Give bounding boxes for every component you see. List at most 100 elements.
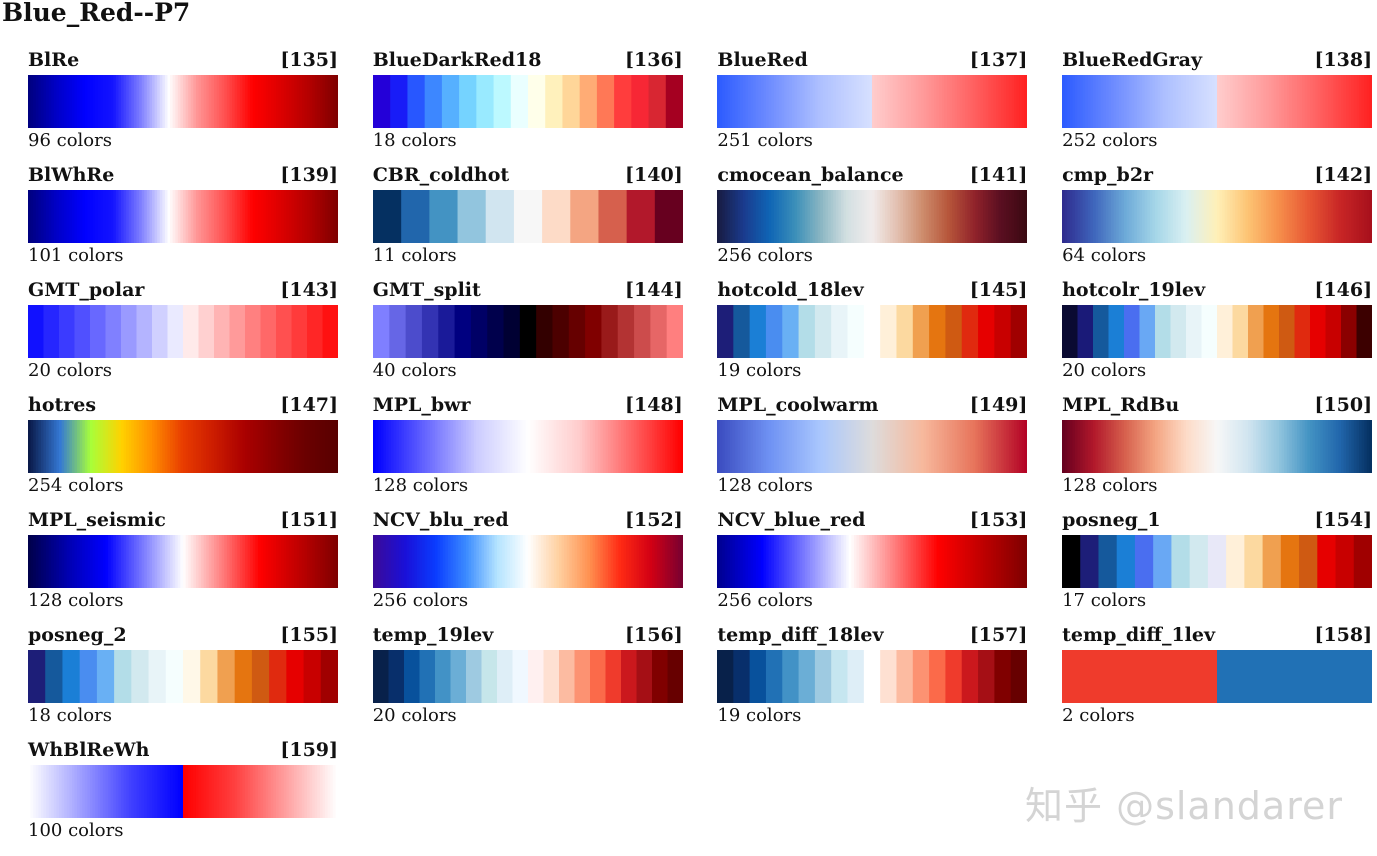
color-swatch (1062, 420, 1066, 473)
color-swatch (514, 420, 518, 473)
color-swatch (195, 75, 200, 128)
color-swatch (1004, 190, 1008, 243)
colormap-bar (372, 650, 683, 703)
colormap-bar (28, 765, 338, 818)
color-swatch (732, 420, 737, 473)
color-swatch (1317, 420, 1322, 473)
color-swatch (1009, 190, 1013, 243)
color-swatch (756, 190, 760, 243)
color-swatch (208, 535, 213, 588)
color-swatch (1335, 420, 1340, 473)
color-swatch (288, 420, 293, 473)
color-swatch (1178, 420, 1182, 473)
color-swatch (929, 420, 933, 473)
color-swatch (242, 75, 246, 128)
color-swatch (743, 75, 747, 128)
color-swatch (1224, 420, 1229, 473)
color-swatch (648, 75, 667, 128)
color-swatch (247, 535, 251, 588)
color-swatch (665, 75, 683, 128)
color-swatch (1261, 75, 1265, 128)
color-swatch (571, 535, 575, 588)
color-swatch (97, 75, 101, 128)
color-swatch (1312, 420, 1316, 473)
color-swatch (1230, 190, 1234, 243)
colormap-card: MPL_seismic [151] 128 colors (28, 506, 338, 616)
color-swatch (1253, 190, 1257, 243)
color-swatch (1261, 190, 1265, 243)
colormap-card: hotres [147] 254 colors (28, 391, 338, 501)
color-swatch (421, 420, 425, 473)
color-swatch (144, 190, 148, 243)
color-swatch (69, 420, 73, 473)
color-swatch (732, 190, 737, 243)
color-swatch (281, 190, 285, 243)
color-swatch (100, 420, 104, 473)
color-swatch (1299, 535, 1318, 588)
color-swatch (1219, 420, 1223, 473)
color-swatch (867, 535, 871, 588)
color-swatch (592, 420, 596, 473)
color-swatch (1245, 190, 1249, 243)
color-swatch (1255, 190, 1260, 243)
color-swatch (245, 535, 249, 588)
color-swatch (33, 765, 37, 818)
color-swatch (939, 75, 943, 128)
color-swatch (64, 420, 68, 473)
color-swatch (398, 535, 402, 588)
color-swatch (1356, 190, 1360, 243)
color-swatch (121, 75, 125, 128)
color-swatch (926, 190, 930, 243)
color-swatch (921, 420, 925, 473)
color-swatch (1157, 75, 1161, 128)
color-swatch (1266, 190, 1270, 243)
color-swatch (1242, 75, 1247, 128)
color-swatch (766, 190, 770, 243)
color-swatch (183, 650, 201, 703)
color-swatch (869, 535, 873, 588)
color-swatch (738, 75, 742, 128)
color-swatch (1364, 75, 1368, 128)
color-swatch (245, 420, 249, 473)
colormap-name: hotres (28, 394, 97, 416)
color-swatch (1011, 650, 1028, 703)
color-swatch (193, 420, 197, 473)
color-swatch (30, 190, 34, 243)
color-swatch (294, 420, 298, 473)
color-swatch (177, 765, 182, 818)
color-swatch (64, 75, 68, 128)
color-swatch (605, 650, 622, 703)
color-swatch (141, 765, 145, 818)
color-swatch (543, 650, 560, 703)
color-swatch (789, 535, 793, 588)
color-swatch (322, 305, 338, 358)
color-swatch (672, 535, 676, 588)
color-swatch (1064, 190, 1068, 243)
color-swatch (838, 190, 842, 243)
color-swatch (672, 420, 676, 473)
color-swatch (1354, 420, 1358, 473)
color-swatch (1196, 75, 1200, 128)
color-swatch (667, 650, 683, 703)
color-swatch (1006, 420, 1010, 473)
color-swatch (828, 420, 832, 473)
color-swatch (1121, 420, 1125, 473)
color-swatch (110, 190, 114, 243)
color-swatch (918, 190, 923, 243)
color-swatch (1266, 75, 1270, 128)
color-swatch (983, 190, 987, 243)
color-swatch (880, 75, 884, 128)
color-swatch (745, 190, 749, 243)
color-swatch (252, 420, 256, 473)
color-swatch (1310, 75, 1314, 128)
colormap-index: [151] (280, 509, 338, 531)
color-swatch (481, 420, 485, 473)
color-swatch (988, 535, 992, 588)
color-swatch (1075, 190, 1079, 243)
color-swatch (1364, 420, 1368, 473)
color-swatch (1273, 420, 1278, 473)
color-swatch (301, 535, 306, 588)
color-swatch (164, 190, 169, 243)
color-swatch (916, 535, 920, 588)
color-swatch (1214, 75, 1218, 128)
